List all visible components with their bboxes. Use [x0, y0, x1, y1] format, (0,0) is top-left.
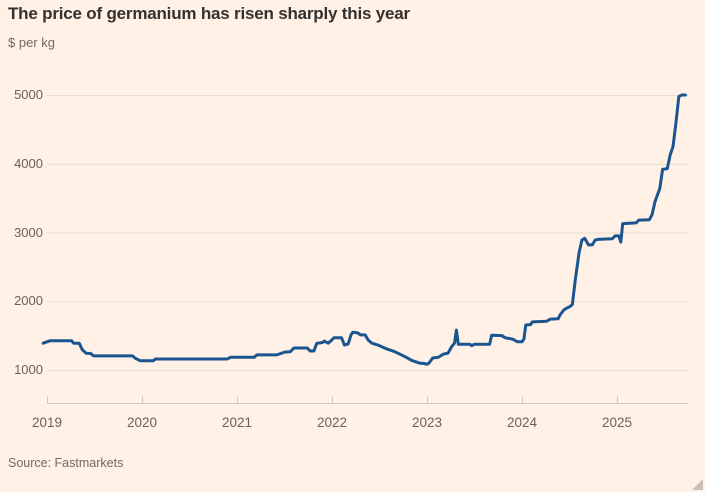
- x-tick-label: 2019: [31, 415, 63, 430]
- x-tick-label: 2020: [126, 415, 158, 430]
- y-tick-label: 2000: [14, 293, 43, 309]
- x-tick-label: 2024: [506, 415, 538, 430]
- resize-handle[interactable]: [692, 479, 703, 490]
- x-tick-label: 2025: [601, 415, 633, 430]
- x-tick-label: 2023: [411, 415, 443, 430]
- chart-subtitle: $ per kg: [8, 35, 55, 50]
- y-tick-label: 3000: [14, 224, 43, 240]
- x-tick-label: 2021: [221, 415, 253, 430]
- y-tick-label: 1000: [14, 362, 43, 377]
- y-tick-label: 4000: [14, 155, 43, 171]
- y-tick-label: 5000: [14, 87, 43, 102]
- price-line: [41, 93, 687, 366]
- x-tick-label: 2022: [316, 415, 348, 430]
- source-label: Source: Fastmarkets: [8, 456, 124, 470]
- chart-title: The price of germanium has risen sharply…: [8, 4, 410, 23]
